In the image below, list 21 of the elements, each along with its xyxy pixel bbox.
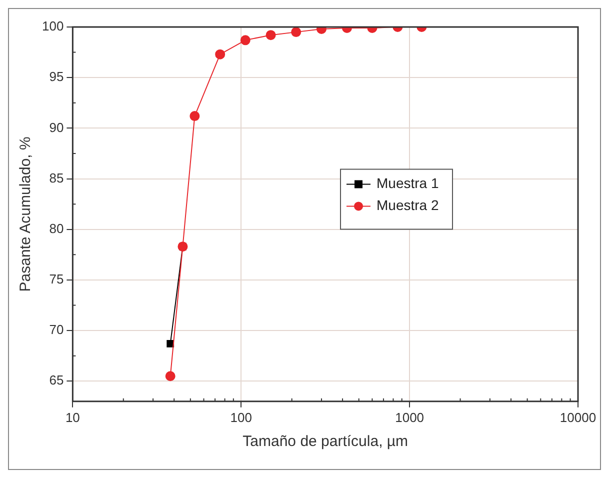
point xyxy=(266,30,276,40)
y-tick-label: 65 xyxy=(49,372,64,388)
y-tick-label: 90 xyxy=(49,120,64,135)
x-tick-label: 1000 xyxy=(395,410,424,425)
y-tick-label: 70 xyxy=(49,322,64,338)
y-tick-label: 95 xyxy=(49,69,64,84)
point xyxy=(240,35,250,46)
x-tick-label: 100 xyxy=(230,410,252,425)
y-tick-label: 80 xyxy=(49,220,64,236)
legend-label: Muestra 2 xyxy=(376,197,439,214)
point xyxy=(190,111,200,122)
y-tick-label: 100 xyxy=(42,18,64,34)
y-tick-label: 85 xyxy=(49,170,64,186)
x-axis-title: Tamaño de partícula, µm xyxy=(242,433,408,450)
x-tick-label: 10 xyxy=(65,410,80,425)
legend-label: Muestra 1 xyxy=(376,175,439,192)
y-axis-title: Pasante Acumulado, % xyxy=(17,136,34,292)
x-tick-label: 10000 xyxy=(560,410,596,425)
point xyxy=(215,49,226,60)
y-tick-label: 75 xyxy=(49,272,64,287)
point xyxy=(291,27,302,38)
